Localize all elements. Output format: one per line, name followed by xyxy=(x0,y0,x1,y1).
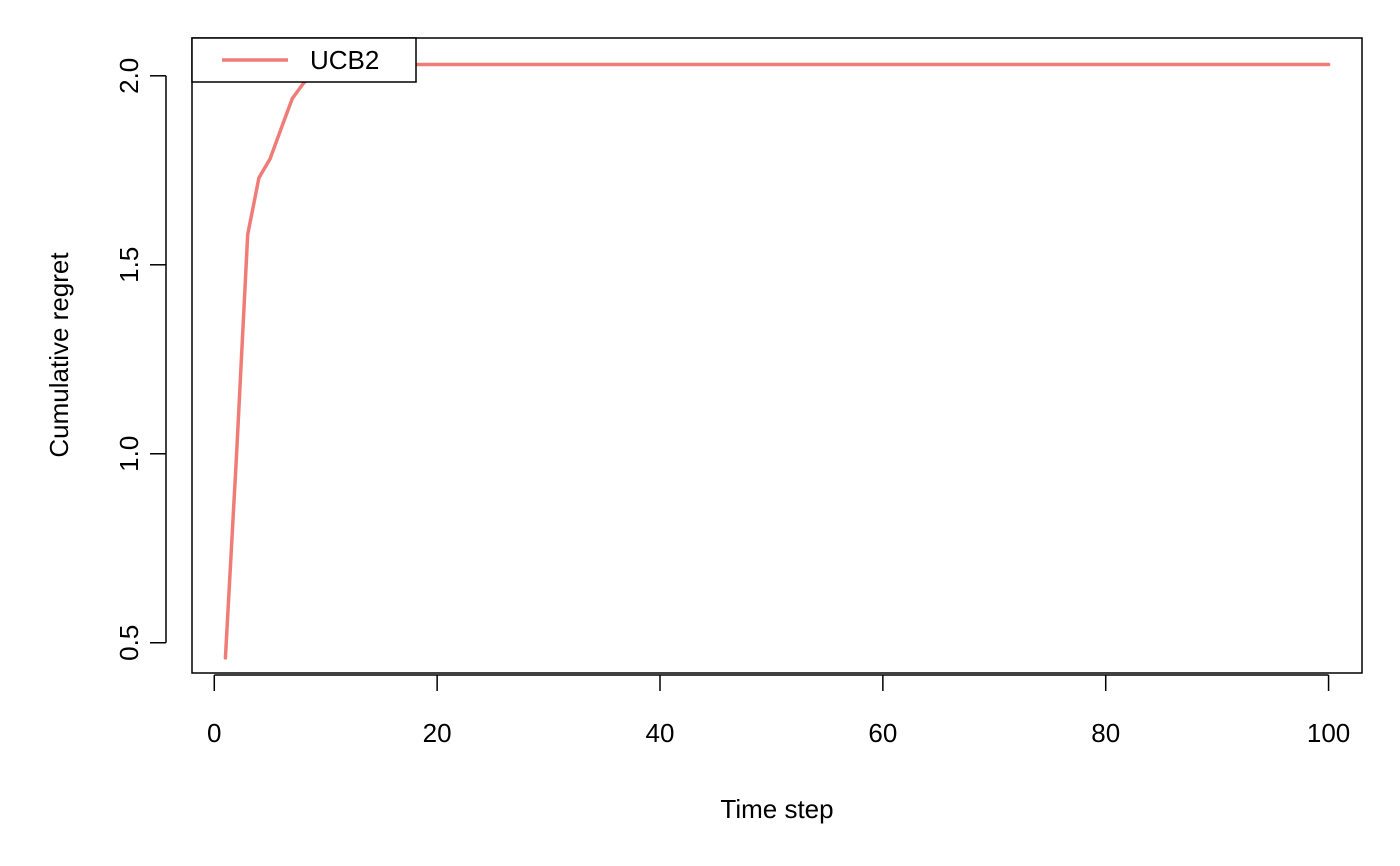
y-tick-label: 1.0 xyxy=(114,436,144,472)
x-tick-label: 60 xyxy=(868,718,897,748)
y-tick-label: 1.5 xyxy=(114,247,144,283)
x-tick-label: 80 xyxy=(1091,718,1120,748)
y-axis-title: Cumulative regret xyxy=(44,252,74,458)
legend-label: UCB2 xyxy=(310,45,379,75)
y-tick-label: 2.0 xyxy=(114,58,144,94)
legend: UCB2 xyxy=(191,37,417,83)
x-axis-title: Time step xyxy=(720,794,833,824)
x-tick-label: 40 xyxy=(646,718,675,748)
y-axis: 0.5 1.0 1.5 2.0 xyxy=(114,58,167,661)
x-tick-label: 20 xyxy=(423,718,452,748)
x-tick-label: 0 xyxy=(207,718,221,748)
y-tick-label: 0.5 xyxy=(114,625,144,661)
plot-frame xyxy=(191,37,1363,674)
x-axis: 0 20 40 60 80 100 xyxy=(207,674,1350,748)
x-tick-label: 100 xyxy=(1307,718,1350,748)
